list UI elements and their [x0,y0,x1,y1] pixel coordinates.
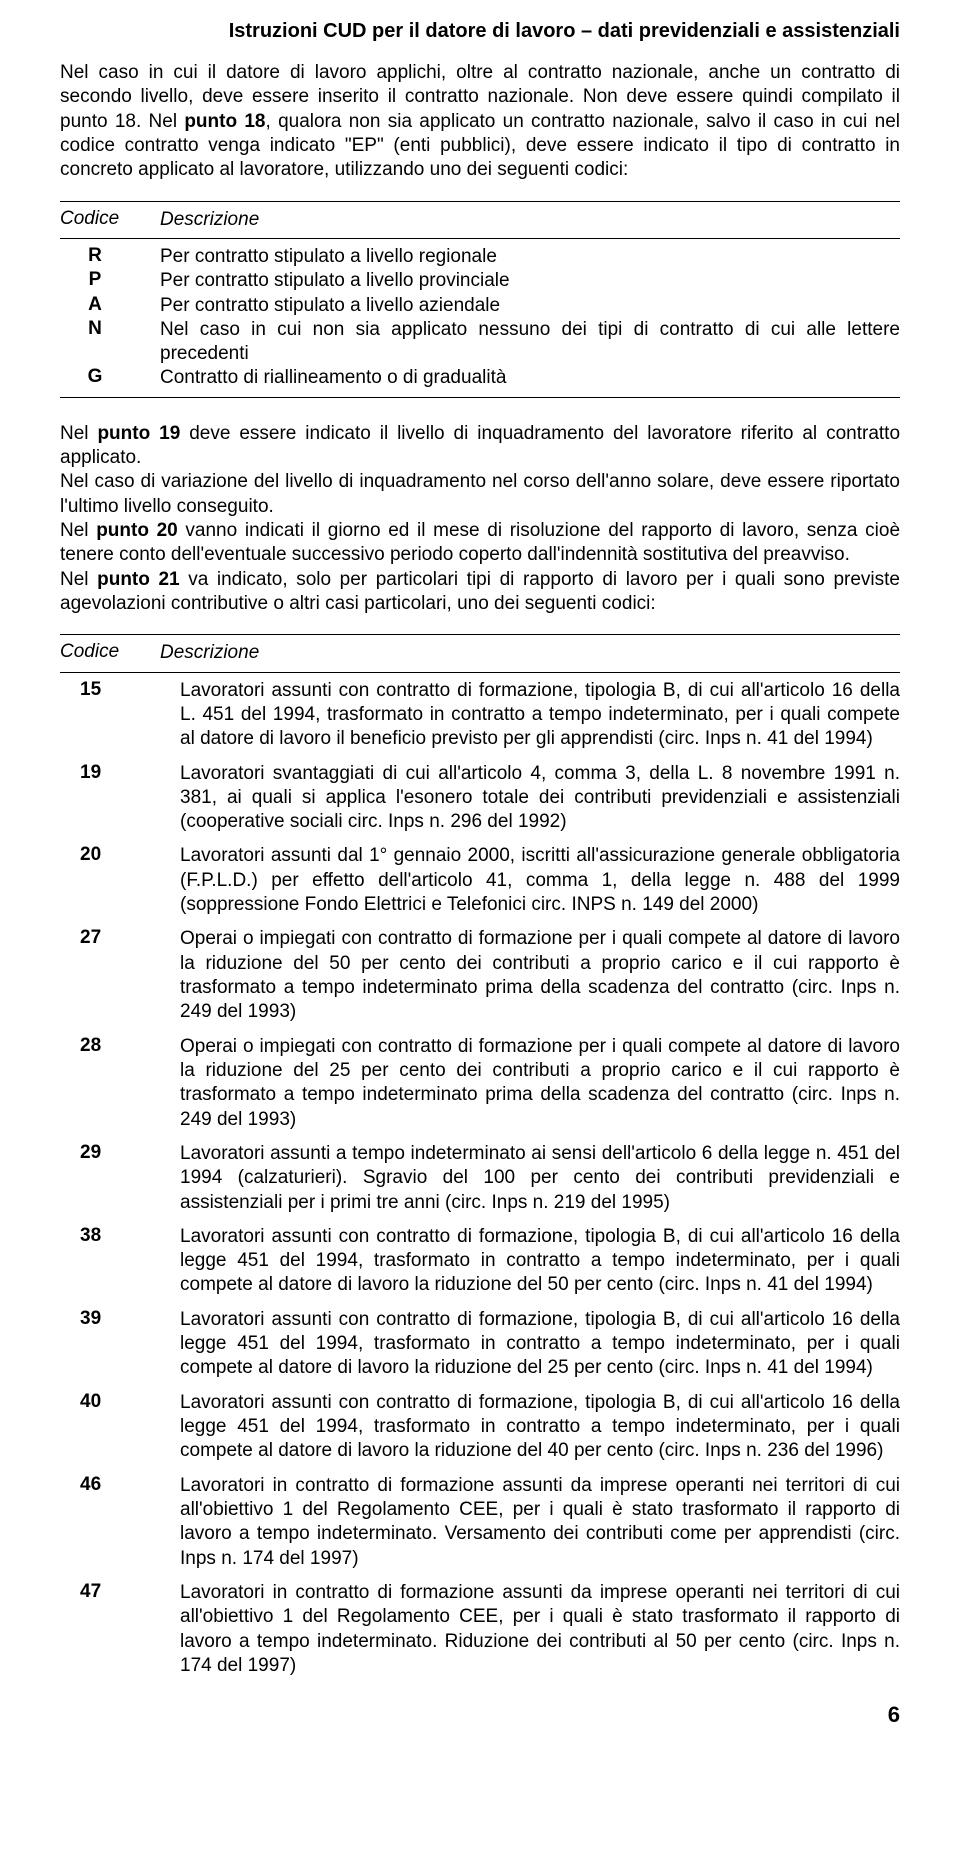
th-code: Codice [60,641,160,663]
table-header-row: Codice Descrizione [60,208,900,232]
p2a-b: punto 19 [97,423,180,444]
code-cell: G [60,366,160,388]
desc-cell: Lavoratori in contratto di formazione as… [180,1474,900,1571]
p2c-pre: Nel [60,520,96,541]
table-divider [60,672,900,673]
desc-cell: Per contratto stipulato a livello provin… [160,269,900,293]
table-row: RPer contratto stipulato a livello regio… [60,245,900,269]
desc-cell: Per contratto stipulato a livello aziend… [160,294,900,318]
table-divider [60,634,900,635]
code-cell: 27 [60,927,180,949]
code-cell: 38 [60,1225,180,1247]
desc-cell: Operai o impiegati con contratto di form… [180,1035,900,1132]
table-row: 40Lavoratori assunti con contratto di fo… [60,1391,900,1464]
th-desc: Descrizione [160,641,900,665]
table-divider [60,201,900,202]
table-row: 20Lavoratori assunti dal 1° gennaio 2000… [60,844,900,917]
desc-cell: Lavoratori assunti con contratto di form… [180,1308,900,1381]
code-cell: 19 [60,762,180,784]
table-row: APer contratto stipulato a livello azien… [60,294,900,318]
desc-cell: Lavoratori assunti dal 1° gennaio 2000, … [180,844,900,917]
table-divider [60,238,900,239]
desc-cell: Lavoratori svantaggiati di cui all'artic… [180,762,900,835]
table-row: 46Lavoratori in contratto di formazione … [60,1474,900,1571]
code-cell: 20 [60,844,180,866]
table1-body: RPer contratto stipulato a livello regio… [60,245,900,391]
p2d-pre: Nel [60,569,97,590]
code-cell: 29 [60,1142,180,1164]
table2-body: 15Lavoratori assunti con contratto di fo… [60,679,900,1679]
p2c-post: vanno indicati il giorno ed il mese di r… [60,520,900,565]
p2a-post: deve essere indicato il livello di inqua… [60,423,900,468]
code-cell: 40 [60,1391,180,1413]
table-row: 27Operai o impiegati con contratto di fo… [60,927,900,1024]
desc-cell: Lavoratori in contratto di formazione as… [180,1581,900,1678]
code-cell: 28 [60,1035,180,1057]
desc-cell: Lavoratori assunti con contratto di form… [180,679,900,752]
code-cell: P [60,269,160,291]
table-divider [60,397,900,398]
code-cell: A [60,294,160,316]
th-desc: Descrizione [160,208,900,232]
table-row: GContratto di riallineamento o di gradua… [60,366,900,390]
para1-bold: punto 18 [184,111,265,132]
table-row: 38Lavoratori assunti con contratto di fo… [60,1225,900,1298]
desc-cell: Lavoratori assunti con contratto di form… [180,1391,900,1464]
table-row: PPer contratto stipulato a livello provi… [60,269,900,293]
desc-cell: Operai o impiegati con contratto di form… [180,927,900,1024]
th-code: Codice [60,208,160,230]
code-cell: 39 [60,1308,180,1330]
p2c-b: punto 20 [96,520,178,541]
p2a-pre: Nel [60,423,97,444]
codes-table-1: Codice Descrizione RPer contratto stipul… [60,201,900,398]
code-cell: 46 [60,1474,180,1496]
code-cell: N [60,318,160,340]
p2d-b: punto 21 [97,569,179,590]
paragraph-mid: Nel punto 19 deve essere indicato il liv… [60,422,900,617]
table-row: 47Lavoratori in contratto di formazione … [60,1581,900,1678]
table-row: 28Operai o impiegati con contratto di fo… [60,1035,900,1132]
desc-cell: Contratto di riallineamento o di gradual… [160,366,900,390]
desc-cell: Lavoratori assunti a tempo indeterminato… [180,1142,900,1215]
p2d-post: va indicato, solo per particolari tipi d… [60,569,900,614]
code-cell: R [60,245,160,267]
table-header-row: Codice Descrizione [60,641,900,665]
paragraph-intro: Nel caso in cui il datore di lavoro appl… [60,61,900,183]
p2b: Nel caso di variazione del livello di in… [60,471,900,516]
table-row: 19Lavoratori svantaggiati di cui all'art… [60,762,900,835]
desc-cell: Nel caso in cui non sia applicato nessun… [160,318,900,367]
desc-cell: Lavoratori assunti con contratto di form… [180,1225,900,1298]
code-cell: 15 [60,679,180,701]
table-row: 29Lavoratori assunti a tempo indetermina… [60,1142,900,1215]
page-number: 6 [60,1702,900,1728]
page-header-title: Istruzioni CUD per il datore di lavoro –… [60,20,900,43]
code-cell: 47 [60,1581,180,1603]
table-row: 39Lavoratori assunti con contratto di fo… [60,1308,900,1381]
table-row: 15Lavoratori assunti con contratto di fo… [60,679,900,752]
desc-cell: Per contratto stipulato a livello region… [160,245,900,269]
codes-table-2: Codice Descrizione 15Lavoratori assunti … [60,634,900,1678]
table-row: NNel caso in cui non sia applicato nessu… [60,318,900,367]
